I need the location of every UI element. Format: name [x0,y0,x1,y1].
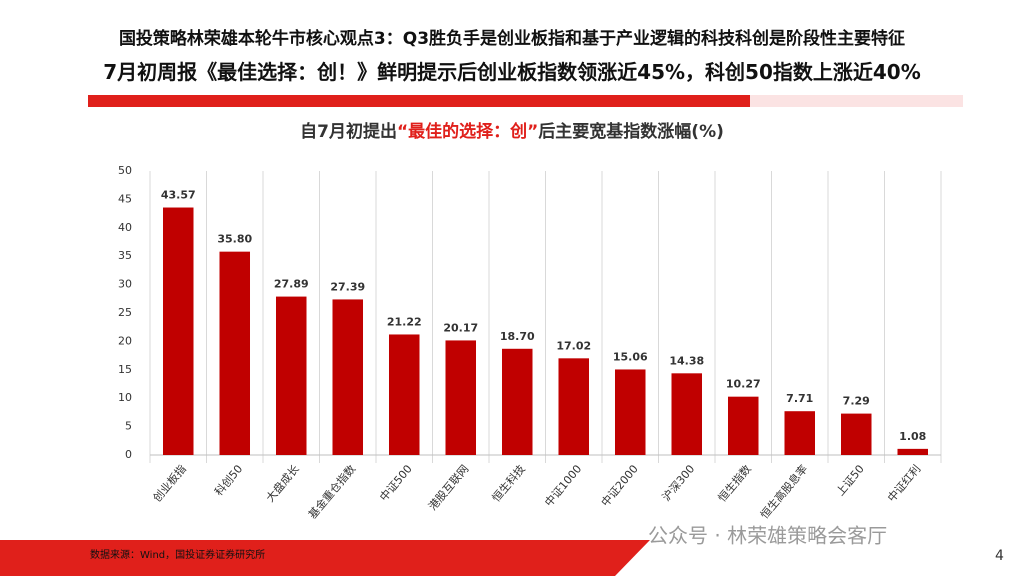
y-tick-label: 25 [118,306,132,319]
value-label: 17.02 [556,339,591,352]
bar [558,358,590,455]
footer-band [0,540,650,576]
value-label: 18.70 [500,330,535,343]
chart-title: 自7月初提出“最佳的选择：创”后主要宽基指数涨幅(%) [300,121,724,142]
value-label: 21.22 [387,315,422,328]
bar [727,396,759,455]
y-tick-label: 40 [118,221,132,234]
y-tick-label: 30 [118,278,132,291]
x-tick-label: 基金重仓指数 [305,462,358,522]
bar [388,334,420,455]
x-tick-label: 上证50 [834,463,867,499]
value-label: 27.89 [274,278,309,291]
bar [219,251,251,455]
value-label: 1.08 [899,430,926,443]
bar [162,207,194,455]
value-label: 20.17 [443,321,478,334]
value-label: 7.71 [786,392,813,405]
y-tick-label: 20 [118,334,132,347]
bar [501,348,533,455]
x-tick-label: 大盘成长 [263,462,302,505]
value-label: 35.80 [217,233,252,246]
x-tick-label: 港股互联网 [426,463,471,513]
watermark: 公众号 · 林荣雄策略会客厅 [648,524,887,548]
chart-title-part: “最佳的选择：创” [397,121,538,142]
bar [445,340,477,455]
x-tick-label: 恒生指数 [715,462,754,505]
x-tick-label: 创业板指 [150,462,189,505]
value-label: 15.06 [613,350,648,363]
x-tick-label: 科创50 [211,462,245,499]
x-tick-label: 中证500 [377,463,415,504]
chart-title-part: 自7月初提出 [300,121,397,142]
page-number: 4 [995,548,1004,564]
bar [897,448,929,455]
x-tick-label: 恒生科技 [489,462,528,505]
x-tick-label: 中证红利 [885,463,923,505]
bar [275,296,307,455]
value-label: 7.29 [843,395,870,408]
header-subtitle: 7月初周报《最佳选择：创！》鲜明提示后创业板指数领涨近45%，科创50指数上涨近… [103,60,921,84]
bar [614,369,646,455]
source: 数据来源：Wind，国投证券证券研究所 [90,548,265,561]
x-tick-label: 中证1000 [542,463,584,510]
value-label: 14.38 [669,354,704,367]
y-tick-label: 15 [118,363,132,376]
y-tick-label: 0 [125,448,132,461]
header-title: 国投策略林荣雄本轮牛市核心观点3：Q3胜负手是创业板指和基于产业逻辑的科技科创是… [118,29,906,49]
title-bar-light [750,95,963,107]
bar [671,373,703,455]
x-tick-label: 沪深300 [659,462,697,504]
y-tick-label: 10 [118,391,132,404]
bar [784,411,816,455]
value-label: 43.57 [161,189,196,202]
y-tick-label: 50 [118,164,132,177]
y-tick-label: 5 [125,420,132,433]
title-bar [88,95,750,107]
y-tick-label: 45 [118,192,132,205]
bar [840,413,872,455]
value-label: 27.39 [330,280,365,293]
value-label: 10.27 [726,378,761,391]
bar [332,299,364,455]
y-tick-label: 35 [118,249,132,262]
x-tick-label: 中证2000 [599,463,641,510]
x-tick-label: 恒生高股息率 [757,462,810,522]
chart-title-part: 后主要宽基指数涨幅(%) [538,121,724,142]
